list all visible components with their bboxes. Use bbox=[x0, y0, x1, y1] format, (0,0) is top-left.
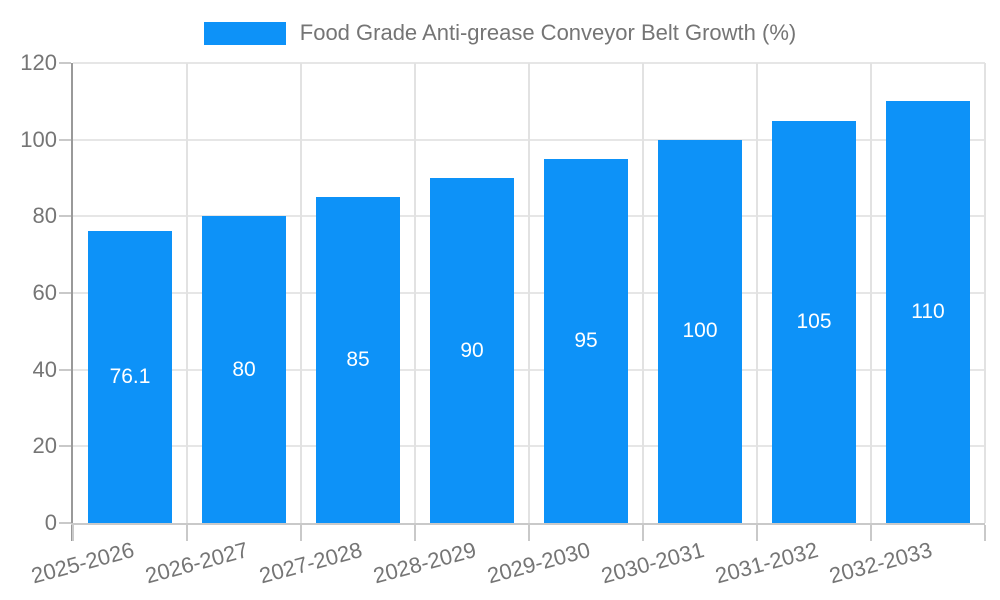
bar-value-label: 105 bbox=[796, 309, 832, 333]
x-axis-label-2025-2026: 2025-2026 bbox=[28, 537, 137, 589]
bar-value-label: 95 bbox=[574, 328, 598, 352]
bar-2029-2030[interactable]: 95 bbox=[544, 158, 628, 523]
bar-2026-2027[interactable]: 80 bbox=[202, 216, 286, 523]
y-tick-60 bbox=[59, 292, 71, 294]
y-tick-0 bbox=[59, 522, 71, 524]
bar-value-label: 90 bbox=[460, 338, 484, 362]
gridline-x-7 bbox=[870, 63, 872, 523]
bar-value-label: 80 bbox=[232, 357, 256, 381]
bar-value-label: 85 bbox=[346, 348, 370, 372]
y-axis-label-0: 0 bbox=[44, 510, 57, 535]
gridline-x-8 bbox=[984, 63, 986, 523]
x-tick-6 bbox=[756, 525, 758, 541]
x-axis-label-2032-2033: 2032-2033 bbox=[826, 537, 935, 589]
y-tick-20 bbox=[59, 445, 71, 448]
bar-2032-2033[interactable]: 110 bbox=[886, 101, 970, 523]
gridline-x-2 bbox=[300, 63, 302, 523]
y-axis-label-120: 120 bbox=[20, 50, 57, 75]
x-tick-4 bbox=[528, 525, 530, 541]
plot-area: 76.1 80 85 90 95 100 105 110 bbox=[59, 62, 986, 541]
bar-2030-2031[interactable]: 100 bbox=[658, 139, 742, 523]
x-axis-label-2027-2028: 2027-2028 bbox=[256, 537, 365, 589]
bar-2027-2028[interactable]: 85 bbox=[316, 197, 400, 523]
y-tick-120 bbox=[59, 62, 71, 64]
legend-swatch[interactable] bbox=[203, 21, 286, 45]
y-axis-label-80: 80 bbox=[32, 203, 57, 229]
gridline-x-5 bbox=[642, 63, 644, 523]
gridline-x-6 bbox=[756, 63, 758, 523]
x-axis-label-2029-2030: 2029-2030 bbox=[484, 537, 593, 589]
y-tick-80 bbox=[59, 215, 71, 218]
gridline-x-3 bbox=[414, 63, 416, 523]
x-tick-1 bbox=[186, 525, 188, 541]
y-tick-100 bbox=[59, 138, 71, 141]
x-axis-label-2026-2027: 2026-2027 bbox=[142, 537, 251, 589]
x-axis-line bbox=[71, 523, 985, 525]
x-tick-7 bbox=[870, 525, 872, 541]
y-tick-40 bbox=[59, 368, 71, 371]
x-axis-label-2031-2032: 2031-2032 bbox=[712, 537, 821, 589]
bar-value-label: 110 bbox=[911, 300, 945, 324]
y-axis-line bbox=[71, 63, 73, 541]
gridline-x-1 bbox=[186, 63, 188, 523]
bar-value-label: 100 bbox=[682, 319, 718, 343]
x-tick-3 bbox=[414, 525, 416, 541]
x-tick-5 bbox=[642, 525, 644, 541]
x-axis-label-2028-2029: 2028-2029 bbox=[370, 537, 479, 589]
bar-2028-2029[interactable]: 90 bbox=[430, 178, 514, 523]
y-axis-label-60: 60 bbox=[32, 280, 57, 305]
x-tick-0 bbox=[72, 525, 74, 541]
gridline-x-4 bbox=[528, 63, 530, 523]
bar-2031-2032[interactable]: 105 bbox=[772, 120, 856, 523]
bar-2025-2026[interactable]: 76.1 bbox=[88, 231, 172, 523]
y-axis-label-20: 20 bbox=[32, 433, 57, 459]
y-axis-label-40: 40 bbox=[32, 356, 57, 382]
legend-label[interactable]: Food Grade Anti-grease Conveyor Belt Gro… bbox=[299, 20, 797, 45]
bar-value-label: 76.1 bbox=[109, 365, 151, 389]
chart-legend: Food Grade Anti-grease Conveyor Belt Gro… bbox=[0, 20, 1000, 46]
x-tick-2 bbox=[300, 525, 302, 541]
x-tick-8 bbox=[984, 525, 986, 541]
y-axis-label-100: 100 bbox=[20, 126, 57, 152]
x-axis-label-2030-2031: 2030-2031 bbox=[598, 537, 707, 589]
